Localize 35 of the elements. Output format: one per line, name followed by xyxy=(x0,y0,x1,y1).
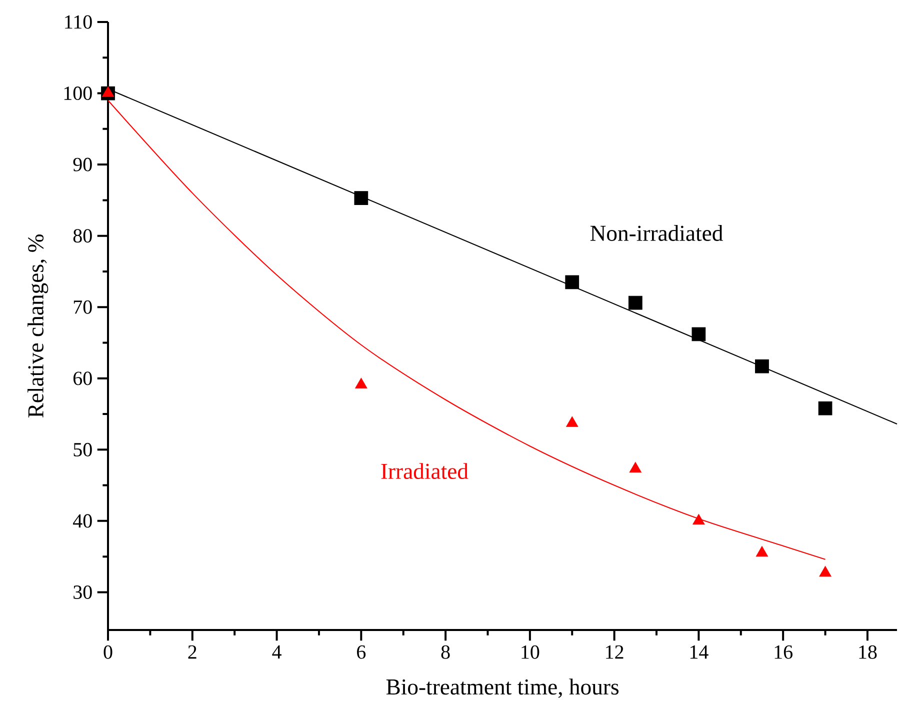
series-label: Non-irradiated xyxy=(590,225,723,241)
y-tick-label: 90 xyxy=(73,158,92,172)
point xyxy=(566,416,578,427)
y-tick-label: 100 xyxy=(64,86,92,100)
point xyxy=(354,191,368,205)
x-tick-label: 2 xyxy=(188,645,196,659)
x-tick-label: 0 xyxy=(104,645,112,659)
point xyxy=(629,462,642,473)
x-tick-label: 4 xyxy=(272,645,282,659)
x-tick-label: 6 xyxy=(357,645,366,659)
point xyxy=(692,514,705,525)
y-tick-label: 60 xyxy=(73,372,92,386)
y-tick-label: 40 xyxy=(73,514,92,528)
x-tick-label: 14 xyxy=(690,645,708,659)
point xyxy=(628,296,642,310)
y-tick-label: 80 xyxy=(73,229,92,243)
y-tick-label: 30 xyxy=(74,585,92,599)
point xyxy=(355,378,368,388)
x-tick-label: 12 xyxy=(606,645,624,659)
y-tick-label: 70 xyxy=(74,300,92,314)
y-axis-title: Relative changes, % xyxy=(28,234,48,418)
point xyxy=(755,359,769,374)
point xyxy=(692,327,706,342)
point xyxy=(819,566,832,577)
x-tick-label: 10 xyxy=(522,645,540,659)
x-tick-label: 18 xyxy=(859,645,877,659)
y-tick-label: 50 xyxy=(74,442,92,456)
y-tick-label: 110 xyxy=(65,15,92,29)
point xyxy=(756,546,768,557)
x-tick-label: 16 xyxy=(774,645,792,659)
point xyxy=(565,275,580,290)
x-axis-title: Bio-treatment time, hours xyxy=(386,678,618,698)
text: Irradiated xyxy=(381,463,468,480)
x-tick-label: 8 xyxy=(441,645,450,659)
point xyxy=(818,401,832,416)
